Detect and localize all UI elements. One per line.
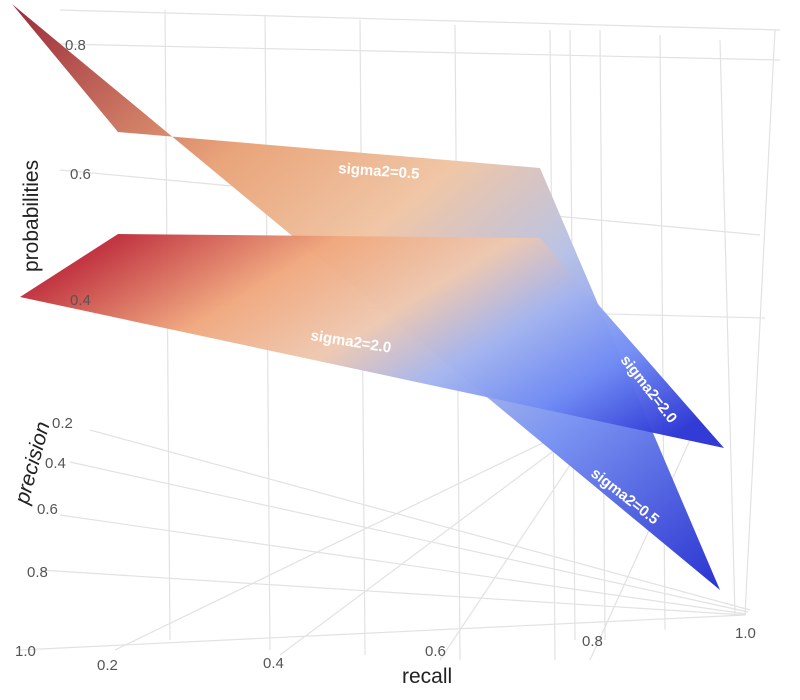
- surfaces: [12, 4, 724, 590]
- y-tick-0.2: 0.2: [52, 415, 73, 432]
- z-tick-0.8: 0.8: [65, 37, 86, 54]
- x-tick-0.8: 0.8: [582, 633, 603, 650]
- z-axis: 0.8 0.6 0.4 probabilities: [20, 37, 91, 309]
- y-tick-0.6: 0.6: [37, 501, 58, 518]
- x-axis-title: recall: [402, 665, 452, 688]
- y-axis: 0.2 0.4 0.6 0.8 1.0 precision: [10, 415, 73, 660]
- x-tick-0.6: 0.6: [425, 643, 446, 660]
- y-tick-1.0: 1.0: [15, 643, 36, 660]
- y-tick-0.8: 0.8: [27, 564, 48, 581]
- x-axis: 0.2 0.4 0.6 0.8 1.0 recall: [97, 625, 756, 688]
- y-tick-0.4: 0.4: [45, 455, 66, 472]
- z-tick-0.6: 0.6: [70, 166, 91, 183]
- x-tick-0.2: 0.2: [97, 657, 118, 674]
- annotation-top-sigma05: sigma2=0.5: [338, 160, 420, 183]
- z-axis-title: probabilities: [20, 160, 43, 272]
- surface-sigma2-2.0: [20, 234, 724, 448]
- z-tick-0.4: 0.4: [70, 292, 91, 309]
- x-tick-0.4: 0.4: [263, 655, 284, 672]
- x-tick-1.0: 1.0: [735, 625, 756, 642]
- grid-floor: [19, 419, 751, 661]
